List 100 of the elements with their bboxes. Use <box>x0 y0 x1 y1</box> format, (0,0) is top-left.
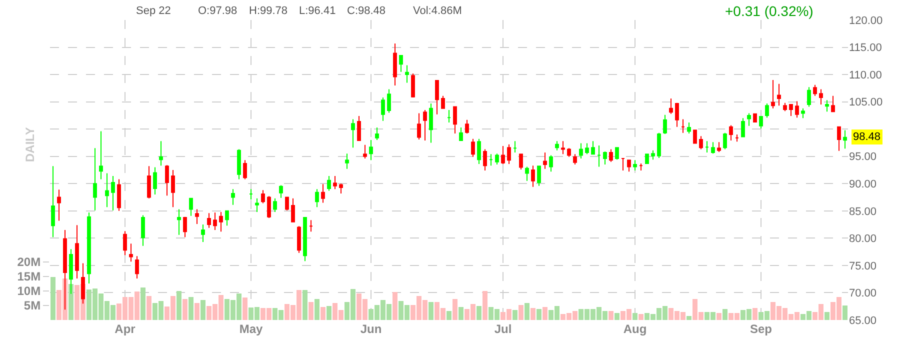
candlestick <box>357 116 361 142</box>
candlestick <box>315 188 319 208</box>
text: H:99.78 <box>249 5 288 17</box>
bar <box>308 302 314 320</box>
bar <box>428 302 434 320</box>
candlestick <box>831 95 835 112</box>
candlestick <box>195 208 199 224</box>
candlestick <box>177 208 181 236</box>
candlestick <box>837 126 841 152</box>
text: Sep 22 <box>136 5 171 17</box>
candlestick <box>369 140 373 161</box>
candlestick <box>471 138 475 158</box>
candlestick <box>573 154 577 166</box>
bar <box>446 310 452 320</box>
bar <box>302 290 308 320</box>
candlestick <box>309 220 313 232</box>
candlestick <box>819 88 823 106</box>
candlestick <box>435 80 439 115</box>
candlestick <box>723 132 727 150</box>
candlestick <box>267 196 271 218</box>
candlestick <box>651 150 655 160</box>
candlestick <box>663 114 667 134</box>
y-tick-label: 80.00 <box>849 233 877 246</box>
candlestick <box>147 166 151 199</box>
bar <box>614 313 620 320</box>
candlestick <box>153 166 157 196</box>
bar <box>482 290 488 320</box>
bar <box>518 304 524 320</box>
candlestick <box>459 126 463 142</box>
candlestick <box>639 162 643 172</box>
candlestick <box>543 152 547 170</box>
candlestick <box>489 154 493 166</box>
y2-tick-label: 5M <box>24 298 41 313</box>
candlestick <box>405 64 409 84</box>
bar <box>326 306 332 320</box>
candlestick <box>363 144 367 160</box>
candlestick <box>813 84 817 96</box>
y2-tick-label: 10M <box>17 284 41 298</box>
candlestick <box>561 140 565 155</box>
bar <box>716 313 722 320</box>
candlestick <box>807 86 811 108</box>
candlestick <box>297 226 301 254</box>
candlestick <box>351 118 355 148</box>
candlestick <box>75 224 79 280</box>
candlestick <box>303 216 307 262</box>
bar <box>524 302 530 320</box>
text: +0.31 (0.32%) <box>725 3 814 19</box>
candlestick <box>207 212 211 228</box>
candlestick <box>579 142 583 160</box>
candlestick <box>501 146 505 164</box>
candlestick <box>261 190 265 204</box>
candlestick <box>345 153 349 170</box>
bar <box>686 316 692 320</box>
y-tick-label: 110.00 <box>849 69 882 82</box>
y-tick-label: 85.00 <box>849 206 877 218</box>
bar <box>68 284 74 320</box>
candlestick <box>843 130 847 150</box>
bar <box>182 299 188 320</box>
candlestick <box>327 176 331 192</box>
candlestick <box>117 178 121 212</box>
candlestick <box>189 198 193 216</box>
candlestick <box>699 136 703 150</box>
y-tick-label: 115.00 <box>849 42 882 54</box>
y2-tick-label: 20M <box>17 254 41 269</box>
candlestick <box>411 72 415 98</box>
candlestick <box>381 96 385 122</box>
text: L:96.41 <box>299 5 336 17</box>
y-tick-label: 105.00 <box>849 96 883 109</box>
bar <box>824 312 830 320</box>
candlestick <box>399 54 403 72</box>
candlestick <box>99 130 103 180</box>
candlestick <box>717 142 721 152</box>
candlestick <box>705 140 709 154</box>
candlestick <box>759 116 763 130</box>
x-tick-label: May <box>239 322 263 336</box>
candlestick <box>825 100 829 112</box>
y-tick-label: 75.00 <box>849 260 877 272</box>
text: 98.48 <box>853 131 881 143</box>
candlestick <box>735 134 739 142</box>
bar <box>50 276 56 320</box>
bar <box>530 308 536 320</box>
bar <box>314 299 320 320</box>
x-tick-label: Jul <box>494 322 512 336</box>
candlestick <box>555 140 559 151</box>
bar <box>722 308 728 320</box>
candlestick <box>741 118 745 138</box>
candlestick <box>333 176 337 190</box>
candlestick <box>597 144 601 168</box>
candlestick <box>219 212 223 232</box>
bar <box>542 306 548 320</box>
candlestick <box>255 198 259 212</box>
candlestick <box>621 158 625 172</box>
x-tick-label: Apr <box>114 322 136 336</box>
candlestick <box>447 110 451 124</box>
candlestick <box>453 106 457 134</box>
candlestick <box>687 122 691 134</box>
candlestick <box>747 112 751 126</box>
bar <box>638 314 644 320</box>
candlestick <box>291 198 295 222</box>
candlestick <box>495 153 499 166</box>
